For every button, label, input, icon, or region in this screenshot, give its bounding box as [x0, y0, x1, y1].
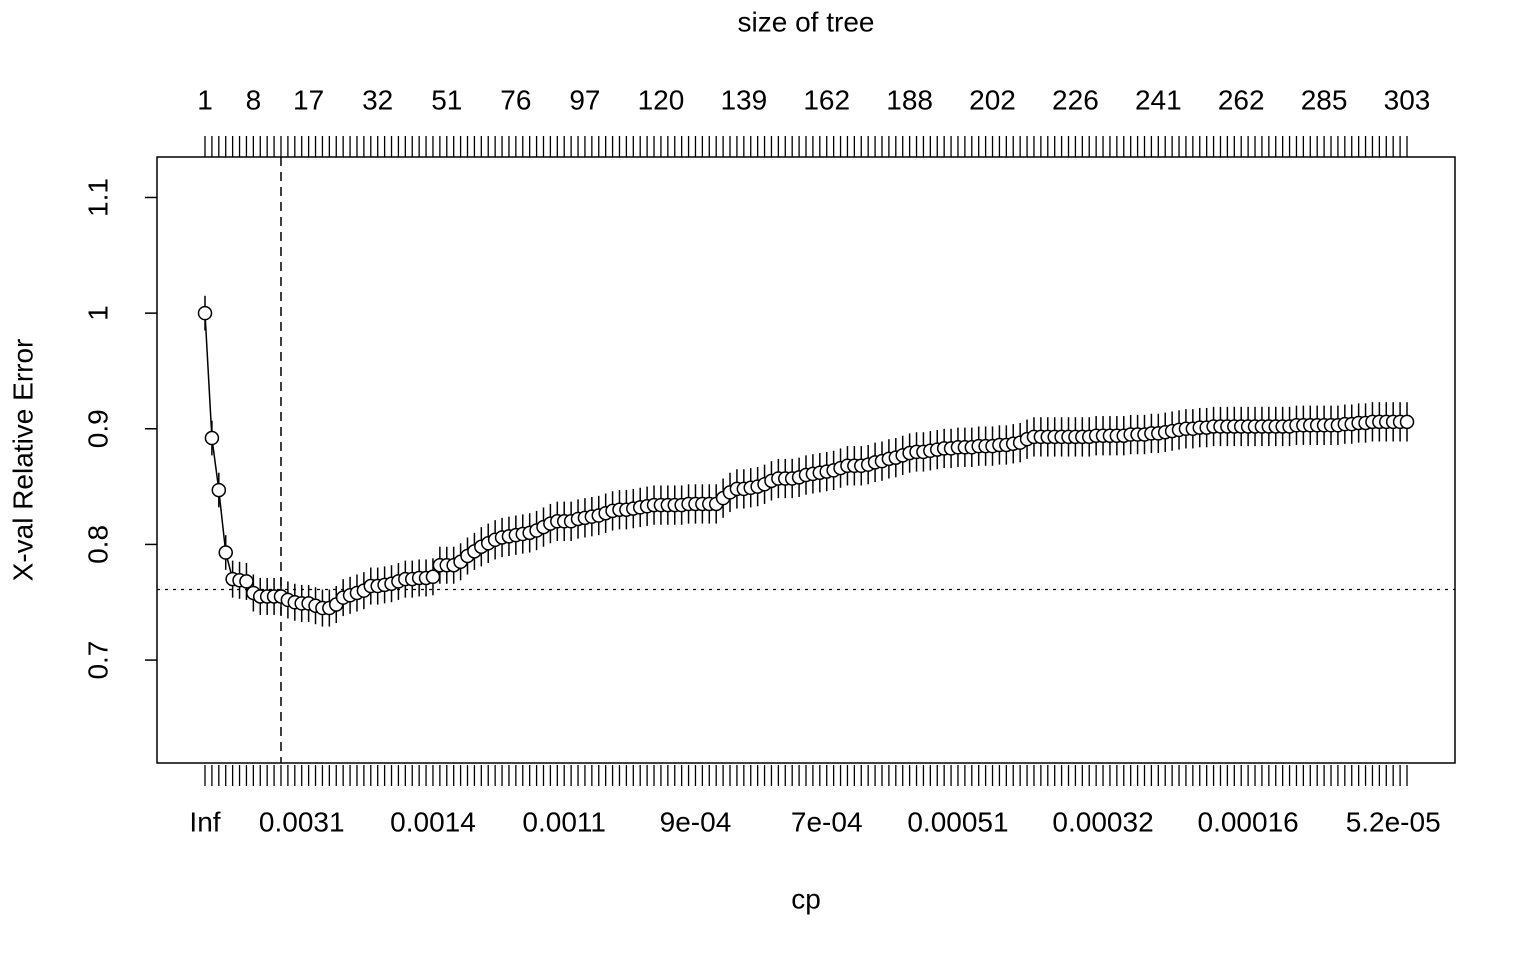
x-axis-label: cp [791, 883, 821, 914]
x-tick-label: 0.00016 [1198, 806, 1299, 837]
top-tick-label: 188 [886, 84, 933, 115]
top-tick-label: 303 [1384, 84, 1431, 115]
top-tick-label: 120 [638, 84, 685, 115]
point [239, 574, 254, 589]
top-tick-label: 97 [569, 84, 600, 115]
x-tick-label: Inf [189, 806, 220, 837]
x-tick-label: 7e-04 [791, 806, 863, 837]
top-tick-label: 262 [1218, 84, 1265, 115]
top-tick-label: 32 [362, 84, 393, 115]
x-tick-label: 5.2e-05 [1346, 806, 1441, 837]
point [197, 305, 213, 321]
y-tick-label: 1 [82, 305, 113, 321]
y-axis-label: X-val Relative Error [7, 339, 38, 582]
top-tick-label: 162 [803, 84, 850, 115]
x-tick-label: 9e-04 [660, 806, 732, 837]
point [204, 430, 220, 446]
top-tick-label: 226 [1052, 84, 1099, 115]
top-tick-label: 241 [1135, 84, 1182, 115]
x-tick-label: 0.00032 [1052, 806, 1153, 837]
top-tick-label: 202 [969, 84, 1016, 115]
top-tick-label: 8 [246, 84, 262, 115]
top-tick-label: 17 [293, 84, 324, 115]
x-tick-label: 0.0014 [390, 806, 476, 837]
top-tick-label: 51 [431, 84, 462, 115]
x-tick-label: 0.0011 [522, 806, 606, 837]
point [1399, 414, 1415, 430]
x-tick-label: 0.0031 [259, 806, 345, 837]
point [211, 482, 227, 498]
top-tick-label: 76 [500, 84, 531, 115]
top-tick-label: 139 [720, 84, 767, 115]
y-tick-label: 0.7 [82, 641, 113, 680]
top-tick-label: 1 [197, 84, 213, 115]
y-tick-label: 0.9 [82, 409, 113, 448]
top-axis-label: size of tree [738, 6, 875, 37]
y-tick-label: 1.1 [82, 178, 113, 217]
y-tick-label: 0.8 [82, 525, 113, 564]
x-tick-label: 0.00051 [907, 806, 1008, 837]
top-tick-label: 285 [1301, 84, 1348, 115]
point [218, 545, 233, 560]
point [425, 569, 441, 585]
